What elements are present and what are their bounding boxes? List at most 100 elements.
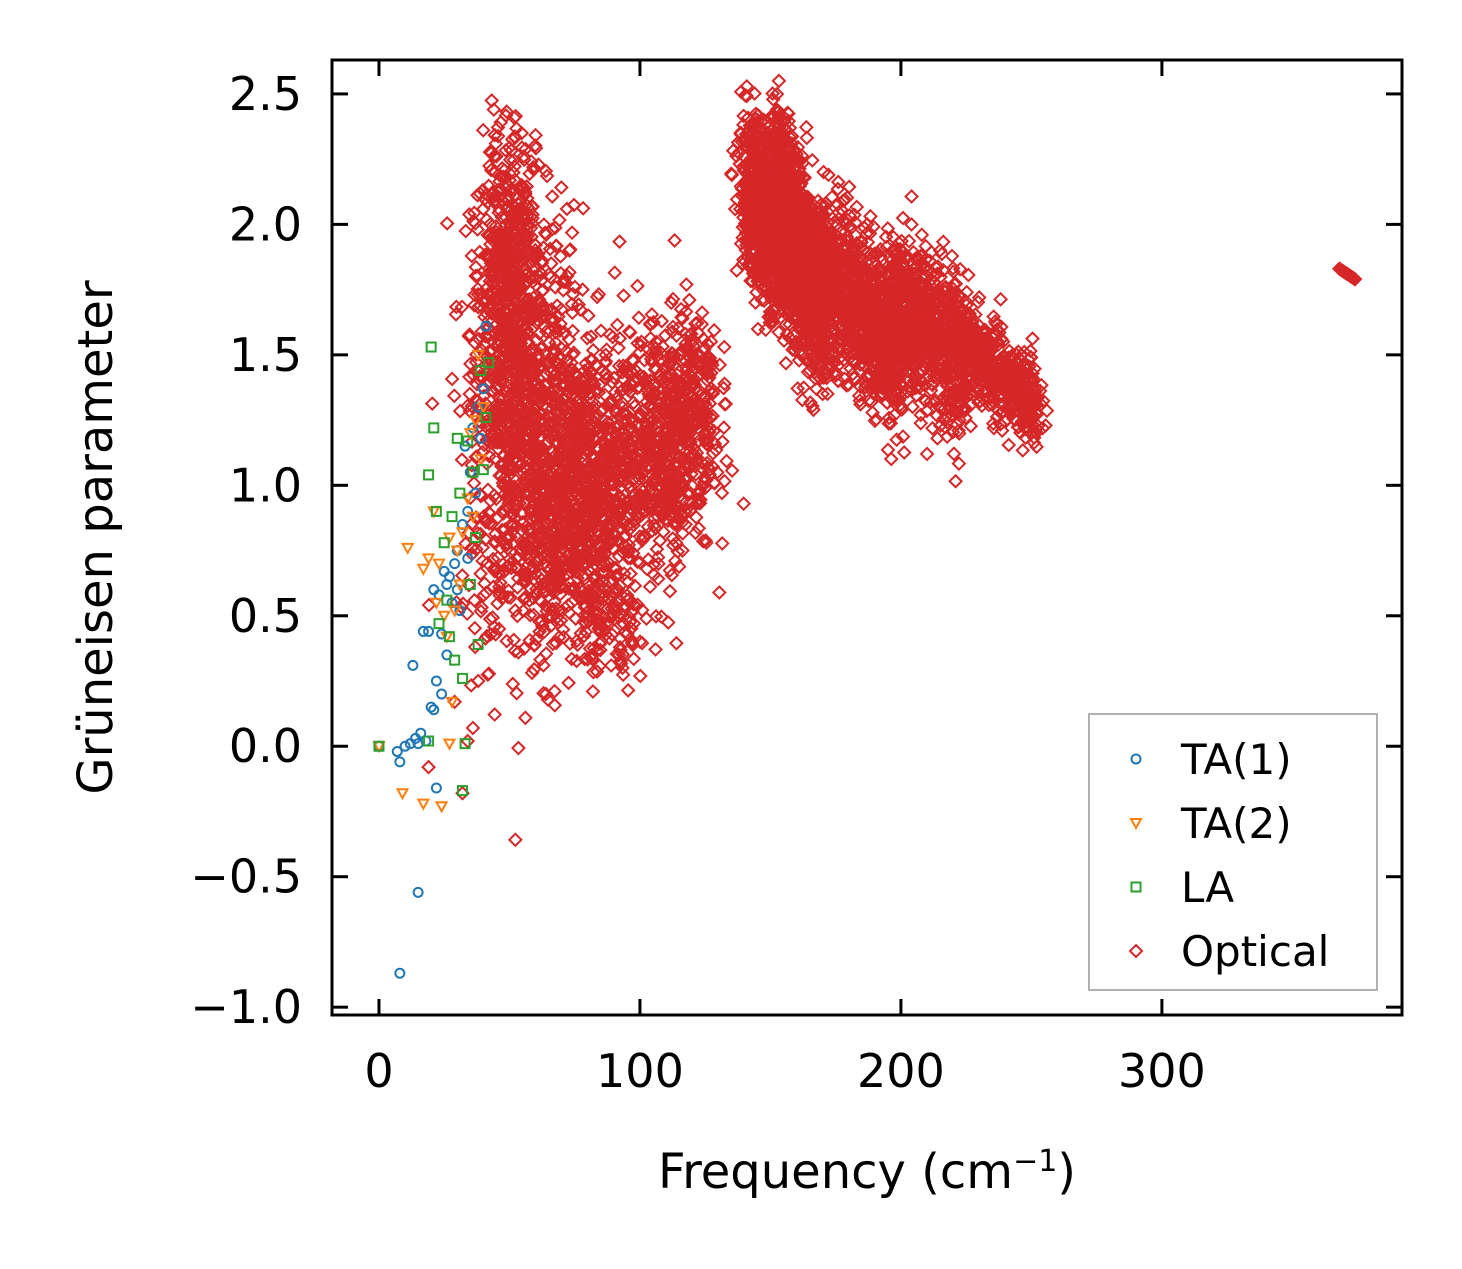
point-optical bbox=[736, 496, 752, 512]
point-optical bbox=[609, 503, 625, 519]
point-optical bbox=[611, 340, 626, 356]
point-optical bbox=[667, 553, 683, 569]
point-optical bbox=[557, 378, 573, 394]
point-optical bbox=[458, 536, 474, 552]
point-optical bbox=[461, 328, 477, 344]
point-optical bbox=[561, 675, 577, 691]
point-optical bbox=[655, 453, 670, 468]
point-optical bbox=[487, 424, 503, 440]
point-optical bbox=[642, 432, 658, 448]
point-optical bbox=[571, 297, 587, 313]
point-optical bbox=[597, 462, 613, 478]
point-optical bbox=[564, 296, 580, 312]
point-optical bbox=[486, 272, 502, 288]
point-optical bbox=[682, 327, 698, 343]
point-optical bbox=[521, 593, 537, 608]
point-optical bbox=[468, 347, 484, 362]
point-optical bbox=[516, 641, 532, 657]
point-optical bbox=[548, 413, 564, 428]
point-optical bbox=[519, 179, 535, 194]
point-optical bbox=[489, 416, 505, 432]
point-optical bbox=[521, 452, 537, 468]
point-optical bbox=[462, 356, 478, 372]
point-optical bbox=[570, 475, 586, 491]
point-optical bbox=[561, 364, 576, 379]
point-optical bbox=[580, 420, 596, 436]
point-optical bbox=[498, 142, 514, 158]
point-optical bbox=[471, 430, 487, 446]
point-optical bbox=[634, 334, 649, 350]
point-optical bbox=[523, 356, 539, 372]
point-optical bbox=[716, 380, 731, 396]
point-optical bbox=[611, 532, 627, 548]
point-optical bbox=[700, 336, 715, 352]
point-optical bbox=[524, 482, 540, 498]
point-optical bbox=[506, 479, 522, 494]
point-optical bbox=[640, 552, 656, 567]
point-optical bbox=[585, 459, 601, 474]
point-optical bbox=[488, 626, 504, 642]
point-optical bbox=[591, 384, 607, 400]
point-optical bbox=[596, 564, 612, 580]
point-optical bbox=[605, 573, 621, 588]
point-optical bbox=[630, 278, 645, 294]
point-optical bbox=[643, 414, 659, 430]
point-optical bbox=[572, 402, 588, 418]
point-optical bbox=[460, 398, 476, 414]
point-optical bbox=[703, 365, 719, 381]
point-optical bbox=[615, 492, 631, 508]
point-optical bbox=[630, 510, 646, 526]
point-optical bbox=[489, 410, 505, 425]
point-optical bbox=[560, 433, 576, 449]
point-optical bbox=[533, 652, 548, 668]
point-optical bbox=[607, 265, 623, 281]
point-optical bbox=[654, 507, 670, 523]
point-optical bbox=[678, 470, 694, 486]
point-optical bbox=[675, 543, 690, 558]
point-optical bbox=[662, 486, 678, 501]
point-optical bbox=[552, 501, 568, 517]
point-optical bbox=[714, 485, 730, 501]
point-optical bbox=[631, 310, 647, 326]
point-optical bbox=[654, 313, 670, 329]
point-optical bbox=[468, 259, 484, 275]
point-optical bbox=[633, 408, 649, 423]
point-optical bbox=[501, 332, 517, 347]
point-optical bbox=[646, 517, 662, 533]
point-optical bbox=[696, 342, 712, 358]
point-optical bbox=[634, 532, 650, 548]
point-optical bbox=[546, 471, 562, 487]
point-optical bbox=[488, 380, 503, 396]
point-optical bbox=[616, 430, 631, 446]
point-optical bbox=[580, 414, 596, 430]
point-optical bbox=[507, 449, 523, 465]
point-optical bbox=[473, 566, 489, 582]
point-optical bbox=[676, 508, 691, 524]
point-optical bbox=[619, 518, 635, 534]
point-optical bbox=[506, 286, 522, 302]
point-optical bbox=[717, 473, 732, 489]
point-optical bbox=[597, 460, 613, 476]
point-optical bbox=[539, 386, 555, 402]
point-optical bbox=[667, 233, 683, 248]
point-optical bbox=[521, 356, 536, 372]
point-optical bbox=[717, 376, 732, 392]
point-optical bbox=[530, 490, 546, 506]
point-optical bbox=[705, 445, 721, 461]
point-optical bbox=[662, 472, 678, 488]
point-optical bbox=[535, 442, 550, 458]
point-optical bbox=[552, 430, 567, 445]
point-optical bbox=[718, 396, 734, 412]
point-optical bbox=[612, 639, 628, 655]
point-optical bbox=[653, 351, 669, 367]
point-optical bbox=[467, 297, 482, 313]
point-optical bbox=[681, 450, 697, 465]
point-optical bbox=[517, 710, 533, 726]
point-optical bbox=[616, 467, 632, 483]
point-optical bbox=[564, 651, 580, 667]
point-optical bbox=[642, 494, 658, 509]
point-optical bbox=[599, 342, 615, 358]
point-optical bbox=[543, 301, 559, 317]
